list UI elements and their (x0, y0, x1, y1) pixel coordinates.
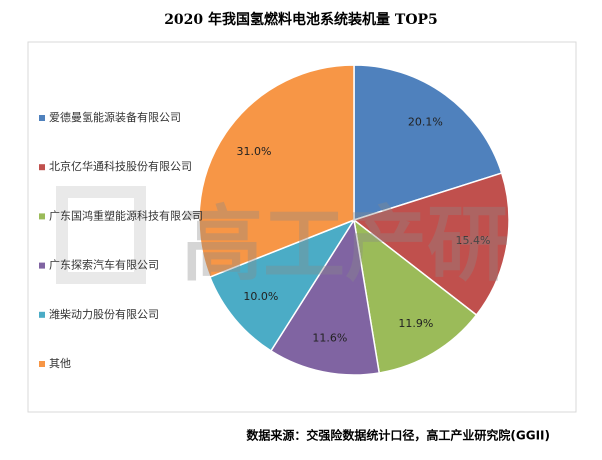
value-label: 20.1% (408, 115, 443, 128)
value-label: 10.0% (243, 290, 278, 303)
pie-slice (352, 218, 478, 374)
value-label: 15.4% (456, 234, 491, 247)
legend-swatch (39, 361, 45, 367)
source-note: 数据来源：交强险数据统计口径，高工产业研究院(GGII) (246, 428, 550, 443)
value-label: 11.9% (398, 317, 433, 330)
legend-label: 其他 (49, 357, 71, 370)
legend: 爱德曼氢能源装备有限公司北京亿华通科技股份有限公司广东国鸿重塑能源科技有限公司广… (39, 110, 203, 370)
legend-swatch (39, 311, 45, 318)
pie-slice (269, 217, 381, 376)
watermark-logo (56, 186, 146, 284)
pie-slice (208, 218, 356, 352)
legend-label: 广东探索汽车有限公司 (49, 258, 159, 272)
pie-slice (198, 64, 355, 279)
legend-label: 广东国鸿重塑能源科技有限公司 (49, 208, 203, 222)
legend-swatch (39, 213, 45, 220)
value-label: 31.0% (237, 145, 272, 158)
watermark: 高工产研 (181, 197, 509, 292)
legend-swatch (39, 164, 45, 171)
value-label: 11.6% (312, 331, 347, 344)
legend-label: 北京亿华通科技股份有限公司 (49, 159, 192, 173)
chart-title: 2020 年我国氢燃料电池系统装机量 TOP5 (164, 11, 438, 28)
legend-swatch (39, 115, 45, 121)
legend-label: 爱德曼氢能源装备有限公司 (49, 110, 181, 124)
pie-slice (352, 172, 510, 317)
legend-label: 潍柴动力股份有限公司 (49, 307, 159, 321)
legend-swatch (39, 262, 45, 269)
pie-slice (353, 64, 503, 222)
pie: 20.1% 15.4% 11.9% 11.6% 10.0% 31.0% (198, 64, 510, 376)
